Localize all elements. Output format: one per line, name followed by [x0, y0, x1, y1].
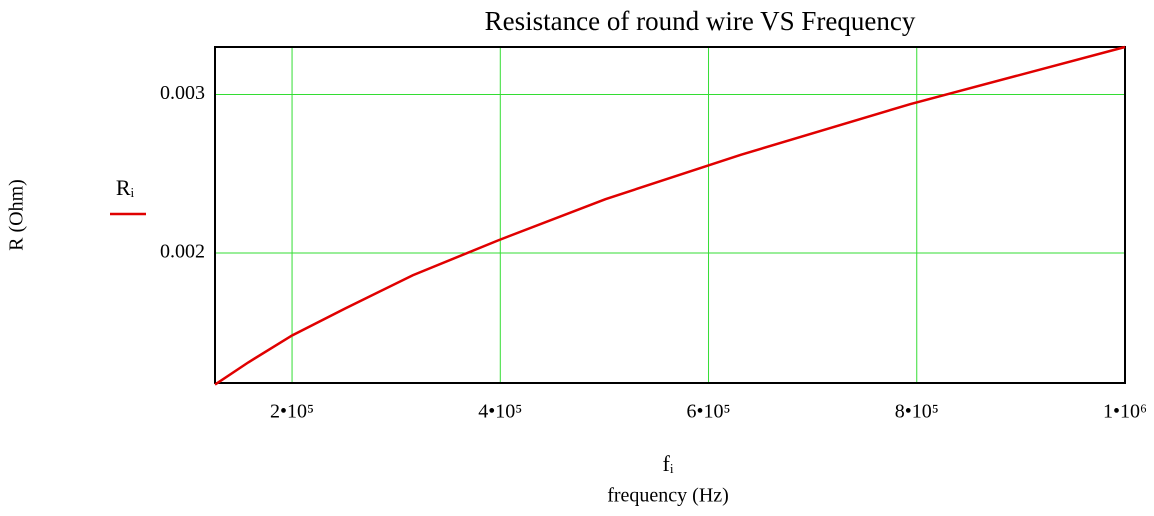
x-axis-label-2: frequency (Hz) [607, 485, 729, 507]
y-tick-label: 0.002 [160, 241, 205, 263]
x-axis-label: fᵢ [663, 451, 674, 476]
data-line [214, 45, 1126, 386]
plot-frame [214, 46, 1126, 384]
x-tick-label: 1•10⁶ [1103, 401, 1147, 423]
x-tick-label: 2•10⁵ [270, 401, 314, 423]
x-tick-label: 6•10⁵ [687, 401, 731, 423]
y-axis-label: R (Ohm) [6, 179, 28, 251]
x-tick-label: 4•10⁵ [478, 401, 522, 423]
y-tick-label: 0.003 [160, 82, 205, 104]
legend-label: Rᵢ [116, 175, 135, 200]
chart-title: Resistance of round wire VS Frequency [485, 6, 916, 36]
x-tick-label: 8•10⁵ [895, 401, 939, 423]
